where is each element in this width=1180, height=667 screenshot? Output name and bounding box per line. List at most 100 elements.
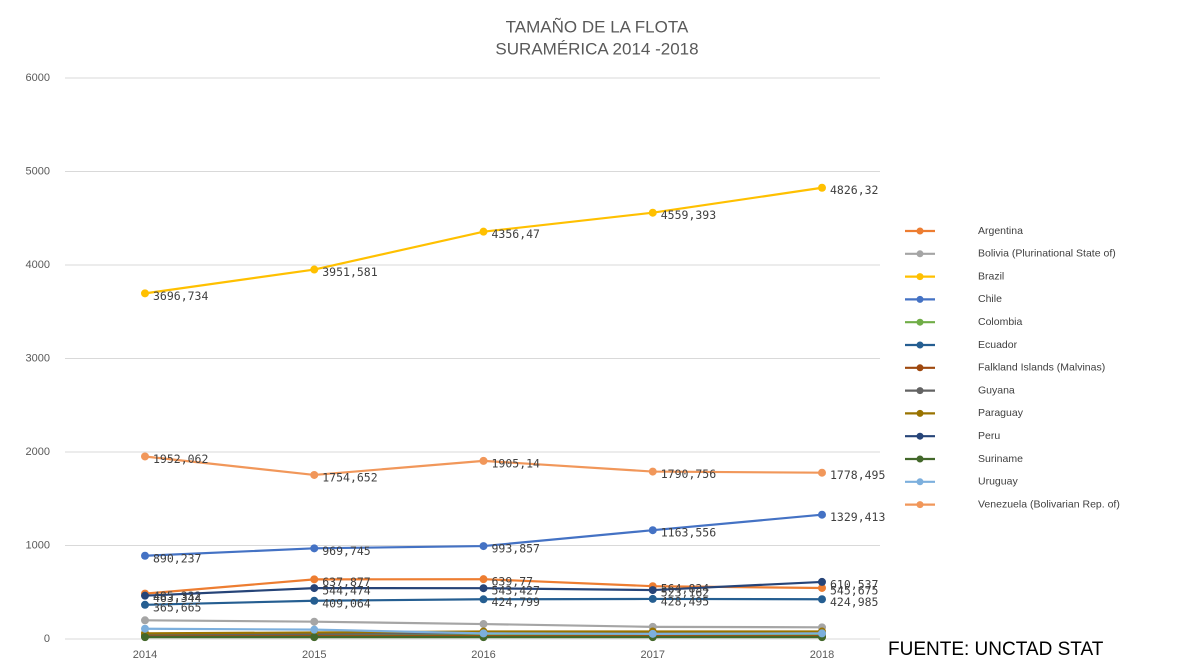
value-label: 3951,581 <box>322 265 377 279</box>
value-label: 1952,062 <box>153 452 208 466</box>
legend-label: Argentina <box>978 225 1023 237</box>
value-label: 1778,495 <box>830 468 885 482</box>
legend-label: Colombia <box>978 316 1023 328</box>
legend-label: Chile <box>978 293 1002 305</box>
value-label: 1163,556 <box>661 526 716 540</box>
data-point <box>479 620 488 629</box>
data-point <box>818 583 826 592</box>
data-point <box>818 577 826 586</box>
value-label: 1905,14 <box>492 456 541 470</box>
data-point <box>141 616 149 625</box>
data-point <box>310 625 319 634</box>
legend-label: Brazil <box>978 270 1004 282</box>
legend-marker <box>916 318 924 326</box>
data-point <box>141 289 149 298</box>
value-label: 890,237 <box>153 551 202 565</box>
legend-marker <box>916 295 924 303</box>
data-point <box>648 594 657 603</box>
data-point <box>310 575 319 584</box>
value-label: 409,064 <box>322 596 371 610</box>
data-point <box>479 542 488 551</box>
value-label: 365,665 <box>153 600 201 614</box>
x-tick-label: 2015 <box>302 649 326 661</box>
value-label: 463,344 <box>153 591 202 605</box>
chart-title: TAMAÑO DE LA FLOTA <box>506 17 689 36</box>
data-point <box>310 633 319 642</box>
data-point <box>479 575 488 584</box>
legend-label: Peru <box>978 430 1000 442</box>
value-label: 637,877 <box>322 575 371 589</box>
data-point <box>648 586 657 595</box>
legend-label: Suriname <box>978 453 1023 465</box>
data-point <box>818 468 826 477</box>
value-label: 428,495 <box>661 594 709 608</box>
x-tick-label: 2014 <box>133 649 157 661</box>
data-point <box>141 633 149 642</box>
series-line <box>144 186 823 295</box>
legend-label: Paraguay <box>978 407 1024 419</box>
y-tick-label: 0 <box>44 633 50 645</box>
value-label: 545,675 <box>830 583 878 597</box>
x-tick-label: 2017 <box>641 649 665 661</box>
y-tick-label: 1000 <box>26 539 50 551</box>
legend-marker <box>916 387 924 395</box>
y-tick-label: 6000 <box>26 72 50 84</box>
data-point <box>141 551 149 560</box>
legend-marker <box>916 341 924 349</box>
legend-label: Venezuela (Bolivarian Rep. of) <box>978 498 1120 510</box>
legend-marker <box>916 432 924 440</box>
source-note: FUENTE: UNCTAD STAT <box>888 639 1104 660</box>
chart-subtitle: SURAMÉRICA 2014 -2018 <box>495 39 698 58</box>
legend-label: Uruguay <box>978 476 1018 488</box>
value-label: 639,77 <box>492 575 534 589</box>
data-point <box>141 624 149 633</box>
value-label: 969,745 <box>322 544 370 558</box>
legend-marker <box>916 409 924 417</box>
legend-label: Guyana <box>978 384 1015 396</box>
data-point <box>648 526 657 535</box>
data-point <box>141 452 149 461</box>
value-label: 4356,47 <box>492 227 541 241</box>
data-point <box>479 629 488 638</box>
x-tick-label: 2018 <box>810 649 834 661</box>
data-point <box>818 629 826 638</box>
data-point <box>818 183 826 192</box>
data-point <box>479 595 488 604</box>
value-label: 993,857 <box>492 542 541 556</box>
data-point <box>310 617 319 626</box>
y-tick-label: 5000 <box>26 165 50 177</box>
value-label: 3696,734 <box>153 289 208 303</box>
y-tick-label: 3000 <box>26 352 50 364</box>
value-label: 4559,393 <box>661 208 716 222</box>
data-point <box>310 265 319 274</box>
data-point <box>310 470 319 479</box>
data-point <box>648 629 657 638</box>
value-label: 1754,652 <box>322 470 377 484</box>
value-label: 1790,756 <box>661 467 716 481</box>
y-tick-label: 4000 <box>26 259 50 271</box>
legend-marker <box>916 455 924 463</box>
legend-marker <box>916 250 924 258</box>
value-label: 544,474 <box>322 584 371 598</box>
legend-marker <box>916 273 924 281</box>
data-point <box>310 544 319 553</box>
data-point <box>818 510 826 519</box>
data-point <box>648 208 657 217</box>
legend-label: Ecuador <box>978 339 1018 351</box>
legend-label: Falkland Islands (Malvinas) <box>978 362 1105 374</box>
value-label: 610,537 <box>830 577 879 591</box>
data-point <box>141 600 149 609</box>
x-tick-label: 2016 <box>471 649 495 661</box>
data-point <box>310 584 319 593</box>
data-point <box>141 591 149 600</box>
legend-label: Bolivia (Plurinational State of) <box>978 248 1116 260</box>
value-label: 424,985 <box>830 595 878 609</box>
legend-marker <box>916 478 924 486</box>
data-point <box>648 467 657 476</box>
data-point <box>479 456 488 465</box>
value-label: 1329,413 <box>830 510 885 524</box>
legend-marker <box>916 364 924 372</box>
data-point <box>479 227 488 236</box>
legend-marker <box>916 227 924 235</box>
